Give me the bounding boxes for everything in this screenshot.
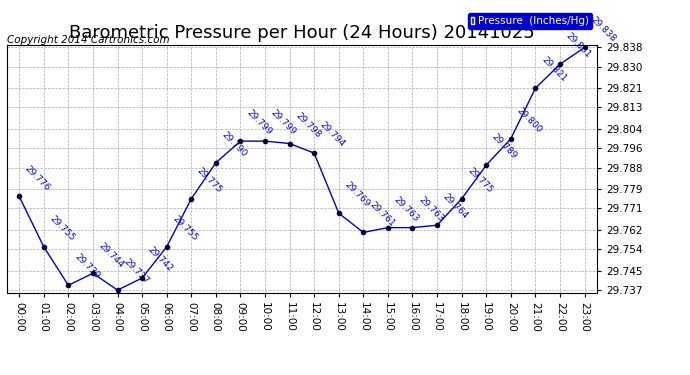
Text: 29.790: 29.790: [220, 130, 248, 159]
Legend: Pressure  (Inches/Hg): Pressure (Inches/Hg): [468, 13, 591, 29]
Text: 29.769: 29.769: [343, 180, 371, 209]
Text: 29.763: 29.763: [417, 195, 445, 223]
Text: 29.775: 29.775: [195, 166, 224, 195]
Text: 29.776: 29.776: [23, 164, 52, 192]
Text: 29.800: 29.800: [515, 106, 544, 135]
Text: 29.764: 29.764: [441, 192, 470, 221]
Text: Copyright 2014 Cartronics.com: Copyright 2014 Cartronics.com: [7, 35, 170, 45]
Text: 29.799: 29.799: [269, 108, 298, 137]
Text: 29.737: 29.737: [121, 257, 150, 286]
Text: 29.755: 29.755: [171, 214, 199, 243]
Text: 29.794: 29.794: [318, 120, 347, 149]
Text: 29.775: 29.775: [466, 166, 495, 195]
Text: 29.742: 29.742: [146, 246, 175, 274]
Text: 29.789: 29.789: [491, 132, 519, 161]
Text: 29.831: 29.831: [564, 32, 593, 60]
Text: 29.838: 29.838: [589, 15, 618, 43]
Text: 29.744: 29.744: [97, 241, 126, 269]
Text: 29.739: 29.739: [72, 252, 101, 281]
Text: 29.798: 29.798: [294, 111, 322, 140]
Text: 29.755: 29.755: [48, 214, 77, 243]
Text: 29.799: 29.799: [244, 108, 273, 137]
Title: Barometric Pressure per Hour (24 Hours) 20141025: Barometric Pressure per Hour (24 Hours) …: [69, 24, 535, 42]
Text: 29.761: 29.761: [368, 200, 396, 228]
Text: 29.763: 29.763: [392, 195, 421, 223]
Text: 29.821: 29.821: [540, 56, 568, 84]
